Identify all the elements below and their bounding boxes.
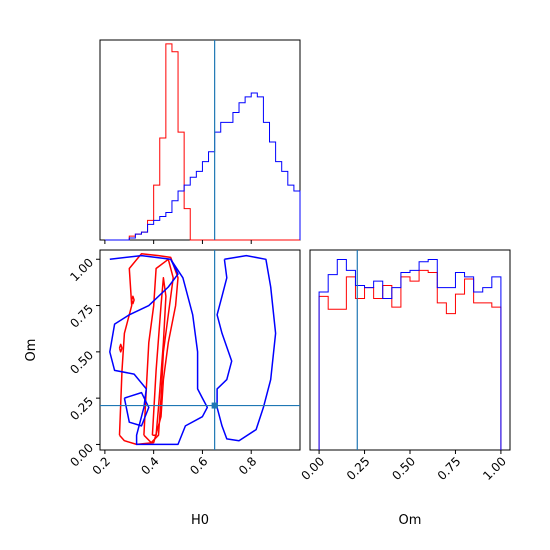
contour-content: 0.2 0.4 0.6 0.80.000.250.500.751.00	[67, 250, 300, 478]
contour-series-1-level-0	[109, 254, 209, 446]
om-xtick-label-3: 0.75	[435, 454, 464, 483]
contour-xtick-label-2: 0.6	[187, 454, 210, 477]
om-histogram-content: 0.00 0.25 0.50 0.75 1.00	[298, 250, 509, 483]
contour-ytick-label-4: 1.00	[67, 255, 96, 284]
contour-lines	[109, 252, 277, 446]
panel-contour: 0.2 0.4 0.6 0.80.000.250.500.751.00 H0 Om	[24, 249, 301, 528]
contour-xtick-label-1: 0.4	[138, 454, 161, 477]
contour-xtick-label-3: 0.8	[236, 454, 259, 477]
contour-ytick-label-2: 0.50	[67, 348, 96, 377]
om-histogram-series-0	[318, 269, 502, 450]
contour-ytick-label-1: 0.25	[67, 394, 96, 423]
om-histogram-series-1	[318, 259, 502, 450]
y-axis-label-om: Om	[24, 339, 39, 362]
h0-histogram-series-1	[104, 92, 301, 241]
contour-series-0-level-2	[151, 277, 167, 436]
om-xtick-label-2: 0.50	[389, 454, 418, 483]
om-xtick-label-0: 0.00	[298, 454, 327, 483]
contour-ytick-label-3: 0.75	[67, 302, 96, 331]
contour-truth-marker	[211, 402, 218, 409]
panel-h0-histogram	[99, 39, 301, 244]
contour-xtick-label-0: 0.2	[90, 454, 113, 477]
x-axis-label-om: Om	[399, 513, 422, 528]
x-axis-label-h0: H0	[191, 513, 209, 528]
contour-series-0-level-1	[143, 258, 174, 444]
om-xtick-label-1: 0.25	[344, 454, 373, 483]
contour-series-1-level-2	[123, 391, 150, 427]
contour-series-1-level-1	[216, 254, 277, 442]
h0-histogram-content	[104, 40, 301, 244]
contour-frame	[99, 249, 301, 451]
panel-om-histogram: 0.00 0.25 0.50 0.75 1.00 Om	[298, 249, 511, 528]
contour-series-0-level-3	[118, 343, 123, 353]
contour-series-0-level-4	[130, 295, 135, 305]
om-xtick-label-4: 1.00	[480, 454, 509, 483]
